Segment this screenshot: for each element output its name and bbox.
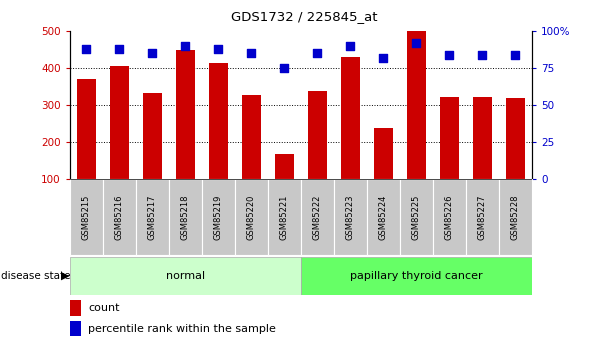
Bar xyxy=(275,154,294,179)
Text: ▶: ▶ xyxy=(61,271,70,281)
Text: GSM85226: GSM85226 xyxy=(445,195,454,240)
Point xyxy=(412,40,421,46)
Point xyxy=(478,52,488,58)
Text: GSM85224: GSM85224 xyxy=(379,195,388,240)
Bar xyxy=(334,179,367,255)
Bar xyxy=(169,179,202,255)
Bar xyxy=(407,31,426,179)
Bar xyxy=(340,57,361,179)
Bar xyxy=(136,179,169,255)
Bar xyxy=(367,179,400,255)
Bar xyxy=(176,50,195,179)
Bar xyxy=(506,98,525,179)
Point xyxy=(148,50,157,56)
Point xyxy=(313,50,322,56)
Bar xyxy=(472,97,492,179)
Point xyxy=(345,43,355,49)
Bar xyxy=(109,66,130,179)
Bar xyxy=(268,179,301,255)
Bar xyxy=(373,128,393,179)
Text: count: count xyxy=(88,303,120,313)
Text: GDS1732 / 225845_at: GDS1732 / 225845_at xyxy=(231,10,377,23)
Bar xyxy=(103,179,136,255)
Bar xyxy=(499,179,532,255)
Text: GSM85220: GSM85220 xyxy=(247,195,256,240)
Text: GSM85219: GSM85219 xyxy=(214,195,223,240)
Bar xyxy=(235,179,268,255)
Point xyxy=(213,46,223,52)
Point xyxy=(247,50,257,56)
Bar xyxy=(77,79,96,179)
Point xyxy=(280,66,289,71)
Text: GSM85223: GSM85223 xyxy=(346,195,355,240)
Text: disease state: disease state xyxy=(1,271,71,281)
Bar xyxy=(440,97,460,179)
Point xyxy=(81,46,91,52)
Text: GSM85218: GSM85218 xyxy=(181,195,190,240)
Text: GSM85217: GSM85217 xyxy=(148,195,157,240)
Bar xyxy=(301,257,532,295)
Bar xyxy=(400,179,433,255)
Text: GSM85215: GSM85215 xyxy=(82,195,91,240)
Point xyxy=(511,52,520,58)
Text: GSM85222: GSM85222 xyxy=(313,195,322,240)
Bar xyxy=(308,91,327,179)
Text: GSM85225: GSM85225 xyxy=(412,195,421,240)
Text: GSM85216: GSM85216 xyxy=(115,195,124,240)
Bar xyxy=(433,179,466,255)
Bar xyxy=(466,179,499,255)
Bar xyxy=(209,63,229,179)
Text: GSM85221: GSM85221 xyxy=(280,195,289,240)
Bar xyxy=(70,257,301,295)
Bar xyxy=(241,95,261,179)
Point xyxy=(444,52,454,58)
Text: papillary thyroid cancer: papillary thyroid cancer xyxy=(350,271,483,281)
Bar xyxy=(70,179,103,255)
Bar xyxy=(202,179,235,255)
Bar xyxy=(301,179,334,255)
Text: percentile rank within the sample: percentile rank within the sample xyxy=(88,324,276,334)
Bar xyxy=(142,93,162,179)
Text: GSM85228: GSM85228 xyxy=(511,195,520,240)
Text: GSM85227: GSM85227 xyxy=(478,195,487,240)
Point xyxy=(181,43,190,49)
Text: normal: normal xyxy=(166,271,205,281)
Point xyxy=(114,46,124,52)
Point xyxy=(379,55,389,60)
